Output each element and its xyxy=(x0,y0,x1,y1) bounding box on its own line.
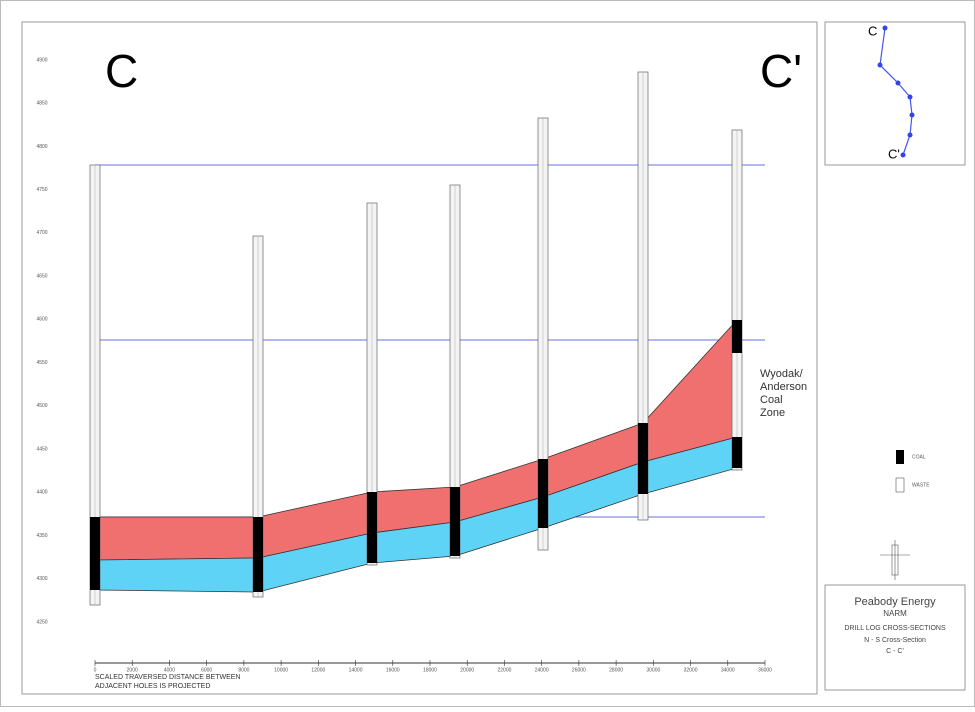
legend-coal-swatch xyxy=(896,450,904,464)
zone-label-line: Wyodak/ xyxy=(760,368,804,380)
cross-section-page: 4900 4850 4800 4750 4700 4650 4600 4550 4500 4450… xyxy=(0,0,975,707)
distance-tick-label: 0 xyxy=(94,667,97,673)
elevation-tick-label: 4550 xyxy=(36,360,47,366)
distance-tick-label: 4000 xyxy=(164,667,175,673)
distance-note: ADJACENT HOLES IS PROJECTED xyxy=(95,683,210,690)
distance-tick-label: 2000 xyxy=(127,667,138,673)
distance-tick-label: 36000 xyxy=(758,667,772,673)
elevation-tick-label: 4250 xyxy=(36,619,47,625)
distance-tick-label: 16000 xyxy=(386,667,400,673)
elevation-tick-label: 4450 xyxy=(36,446,47,452)
elevation-tick-label: 4900 xyxy=(36,57,47,63)
coal-interval xyxy=(450,487,460,556)
elevation-tick-label: 4400 xyxy=(36,490,47,496)
coal-interval xyxy=(638,423,648,494)
elevation-tick-label: 4650 xyxy=(36,273,47,279)
elevation-tick-label: 4350 xyxy=(36,533,47,539)
distance-tick-label: 12000 xyxy=(311,667,325,673)
section-end-label: C' xyxy=(760,45,802,97)
elevation-tick-label: 4600 xyxy=(36,317,47,323)
elevation-tick-label: 4500 xyxy=(36,403,47,409)
legend-waste-swatch xyxy=(896,478,904,492)
distance-tick-label: 32000 xyxy=(684,667,698,673)
distance-tick-label: 6000 xyxy=(201,667,212,673)
distance-tick-label: 28000 xyxy=(609,667,623,673)
distance-tick-label: 8000 xyxy=(238,667,249,673)
map-start-label: C xyxy=(868,23,877,38)
elevation-tick-label: 4300 xyxy=(36,576,47,582)
coal-interval xyxy=(253,517,263,592)
zone-label-line: Coal xyxy=(760,394,783,406)
distance-tick-label: 10000 xyxy=(274,667,288,673)
coal-interval xyxy=(367,492,377,563)
coal-interval xyxy=(732,320,742,353)
distance-tick-label: 18000 xyxy=(423,667,437,673)
section-start-label: C xyxy=(105,45,138,97)
distance-tick-label: 30000 xyxy=(646,667,660,673)
elevation-tick-label: 4800 xyxy=(36,144,47,150)
block-subtitle: N - S Cross-Section xyxy=(864,637,926,644)
legend-label: WASTE xyxy=(912,482,930,488)
site: NARM xyxy=(883,609,907,618)
distance-tick-label: 22000 xyxy=(497,667,511,673)
coal-interval xyxy=(538,459,548,528)
distance-tick-label: 24000 xyxy=(535,667,549,673)
elevation-tick-label: 4850 xyxy=(36,101,47,107)
coal-interval xyxy=(90,517,100,590)
block-title: DRILL LOG CROSS-SECTIONS xyxy=(844,625,946,632)
zone-label-line: Zone xyxy=(760,407,785,419)
zone-label-line: Anderson xyxy=(760,381,807,393)
coal-interval xyxy=(732,437,742,468)
elevation-tick-label: 4750 xyxy=(36,187,47,193)
distance-tick-label: 34000 xyxy=(721,667,735,673)
block-section: C - C' xyxy=(886,648,904,655)
company: Peabody Energy xyxy=(854,596,936,608)
elevation-tick-label: 4700 xyxy=(36,230,47,236)
distance-tick-label: 26000 xyxy=(572,667,586,673)
distance-tick-label: 20000 xyxy=(460,667,474,673)
distance-note: SCALED TRAVERSED DISTANCE BETWEEN xyxy=(95,674,240,681)
map-end-label: C' xyxy=(888,146,900,161)
distance-tick-label: 14000 xyxy=(349,667,363,673)
section-panel xyxy=(22,22,817,694)
map-panel xyxy=(825,22,965,165)
legend-label: COAL xyxy=(912,454,926,460)
